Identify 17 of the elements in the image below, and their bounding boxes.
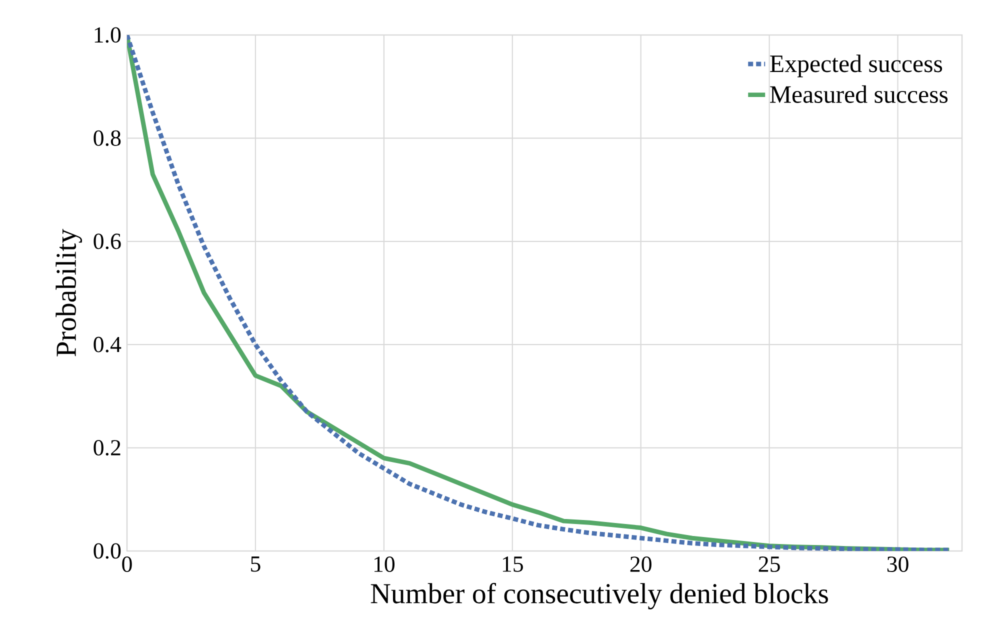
x-tick-label: 30 [887, 556, 908, 572]
y-tick-label: 0.8 [94, 130, 121, 146]
y-tick-label: 0.6 [94, 234, 121, 250]
x-tick-label: 15 [502, 556, 523, 572]
x-tick-label: 25 [758, 556, 780, 572]
legend-label: Measured success [770, 85, 948, 103]
x-tick-label: 20 [630, 556, 652, 572]
y-axis-title: Probability [56, 228, 82, 356]
x-tick-label: 5 [251, 556, 260, 572]
y-tick-label: 0.0 [94, 543, 121, 559]
y-tick-label: 0.2 [94, 440, 120, 456]
x-axis-title: Number of consecutively denied blocks [370, 582, 828, 610]
x-tick-label: 0 [122, 556, 132, 572]
legend-label: Expected success [770, 54, 942, 78]
x-tick-label: 10 [374, 556, 395, 572]
y-tick-label: 0.4 [94, 336, 122, 352]
y-tick-label: 1.0 [94, 27, 121, 43]
